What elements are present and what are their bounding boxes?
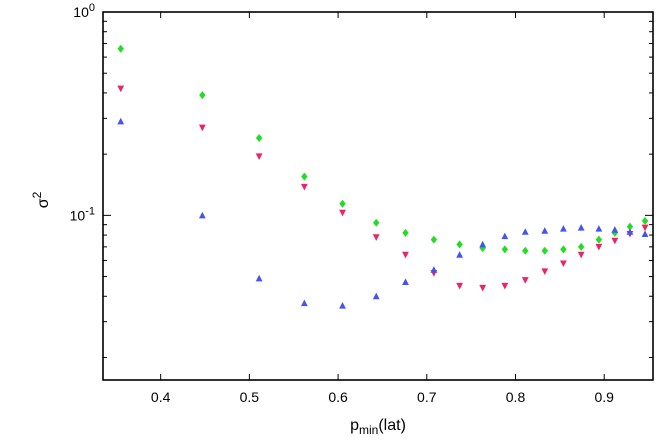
x-tick-label: 0.7 bbox=[417, 389, 437, 405]
data-point-diamond bbox=[626, 222, 634, 231]
x-tick-label: 0.5 bbox=[240, 389, 260, 405]
data-point-triangle-up bbox=[339, 301, 346, 309]
data-point-diamond bbox=[577, 242, 585, 251]
data-point-triangle-up bbox=[595, 225, 603, 232]
data-point-diamond bbox=[541, 246, 548, 255]
data-point-diamond bbox=[430, 235, 438, 244]
data-point-triangle-down bbox=[402, 251, 409, 259]
data-point-diamond bbox=[255, 134, 263, 143]
data-point-triangle-down bbox=[255, 153, 263, 160]
data-point-triangle-up bbox=[560, 225, 567, 232]
data-point-triangle-up bbox=[626, 228, 634, 235]
data-point-triangle-up bbox=[501, 232, 509, 240]
data-point-triangle-up bbox=[198, 211, 206, 219]
data-point-diamond bbox=[560, 245, 567, 254]
x-axis-label: pmin(lat) bbox=[350, 417, 406, 437]
data-point-triangle-down bbox=[641, 224, 649, 232]
x-tick-label: 0.4 bbox=[151, 389, 171, 405]
data-point-diamond bbox=[456, 240, 463, 249]
data-point-triangle-down bbox=[560, 260, 567, 268]
data-point-triangle-up bbox=[577, 224, 585, 231]
data-point-triangle-up bbox=[117, 117, 125, 125]
y-axis-label: σ2 bbox=[30, 191, 52, 208]
data-point-diamond bbox=[641, 216, 649, 225]
data-point-triangle-down bbox=[521, 277, 529, 284]
x-tick-label: 0.8 bbox=[506, 389, 526, 405]
data-point-triangle-down bbox=[339, 209, 346, 217]
data-point-triangle-down bbox=[577, 251, 585, 259]
data-points bbox=[117, 44, 649, 309]
data-point-triangle-down bbox=[456, 282, 464, 290]
data-point-triangle-down bbox=[198, 124, 206, 132]
data-point-triangle-down bbox=[595, 243, 603, 251]
data-point-diamond bbox=[117, 44, 124, 53]
x-axis: 0.4 0.5 0.6 0.7 0.8 0.9 bbox=[151, 12, 614, 405]
data-point-triangle-up bbox=[372, 292, 380, 300]
data-point-diamond bbox=[373, 218, 380, 227]
y-tick-label: 100 bbox=[73, 2, 95, 20]
data-point-triangle-down bbox=[372, 234, 380, 241]
data-point-triangle-down bbox=[479, 284, 487, 292]
data-point-triangle-up bbox=[641, 230, 649, 237]
data-point-triangle-up bbox=[479, 240, 487, 248]
data-point-diamond bbox=[301, 172, 308, 181]
data-point-triangle-up bbox=[456, 251, 464, 258]
data-point-triangle-up bbox=[300, 299, 308, 307]
data-point-triangle-up bbox=[611, 226, 619, 233]
data-point-triangle-up bbox=[521, 228, 529, 235]
data-point-triangle-down bbox=[300, 183, 308, 191]
data-point-triangle-up bbox=[430, 266, 438, 273]
data-point-diamond bbox=[501, 245, 509, 254]
data-point-diamond bbox=[522, 246, 529, 255]
data-point-triangle-up bbox=[255, 274, 263, 282]
data-point-triangle-down bbox=[611, 237, 619, 245]
data-point-diamond bbox=[402, 228, 409, 237]
data-point-triangle-up bbox=[541, 227, 549, 234]
plot-frame bbox=[102, 11, 654, 381]
data-point-triangle-up bbox=[402, 278, 409, 286]
x-tick-label: 0.6 bbox=[328, 389, 348, 405]
y-tick-label: 10-1 bbox=[70, 205, 95, 223]
data-point-diamond bbox=[199, 91, 206, 100]
x-tick-label: 0.9 bbox=[594, 389, 614, 405]
data-point-triangle-down bbox=[501, 282, 509, 290]
data-point-triangle-down bbox=[541, 268, 549, 276]
y-axis: 100 10-1 bbox=[70, 2, 653, 358]
data-point-diamond bbox=[595, 235, 603, 244]
data-point-diamond bbox=[339, 199, 346, 208]
data-point-triangle-down bbox=[117, 85, 125, 93]
